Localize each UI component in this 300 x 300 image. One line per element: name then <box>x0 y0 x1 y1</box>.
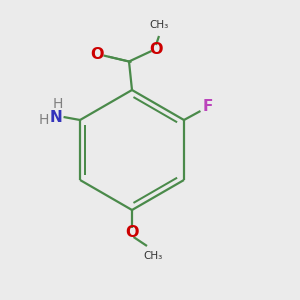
Text: H: H <box>52 98 63 111</box>
Text: O: O <box>91 46 104 62</box>
Text: N: N <box>50 110 62 124</box>
Text: H: H <box>38 113 49 127</box>
Text: CH₃: CH₃ <box>143 251 163 261</box>
Text: O: O <box>149 42 163 57</box>
Text: F: F <box>203 99 213 114</box>
Text: CH₃: CH₃ <box>149 20 169 30</box>
Text: O: O <box>125 225 139 240</box>
